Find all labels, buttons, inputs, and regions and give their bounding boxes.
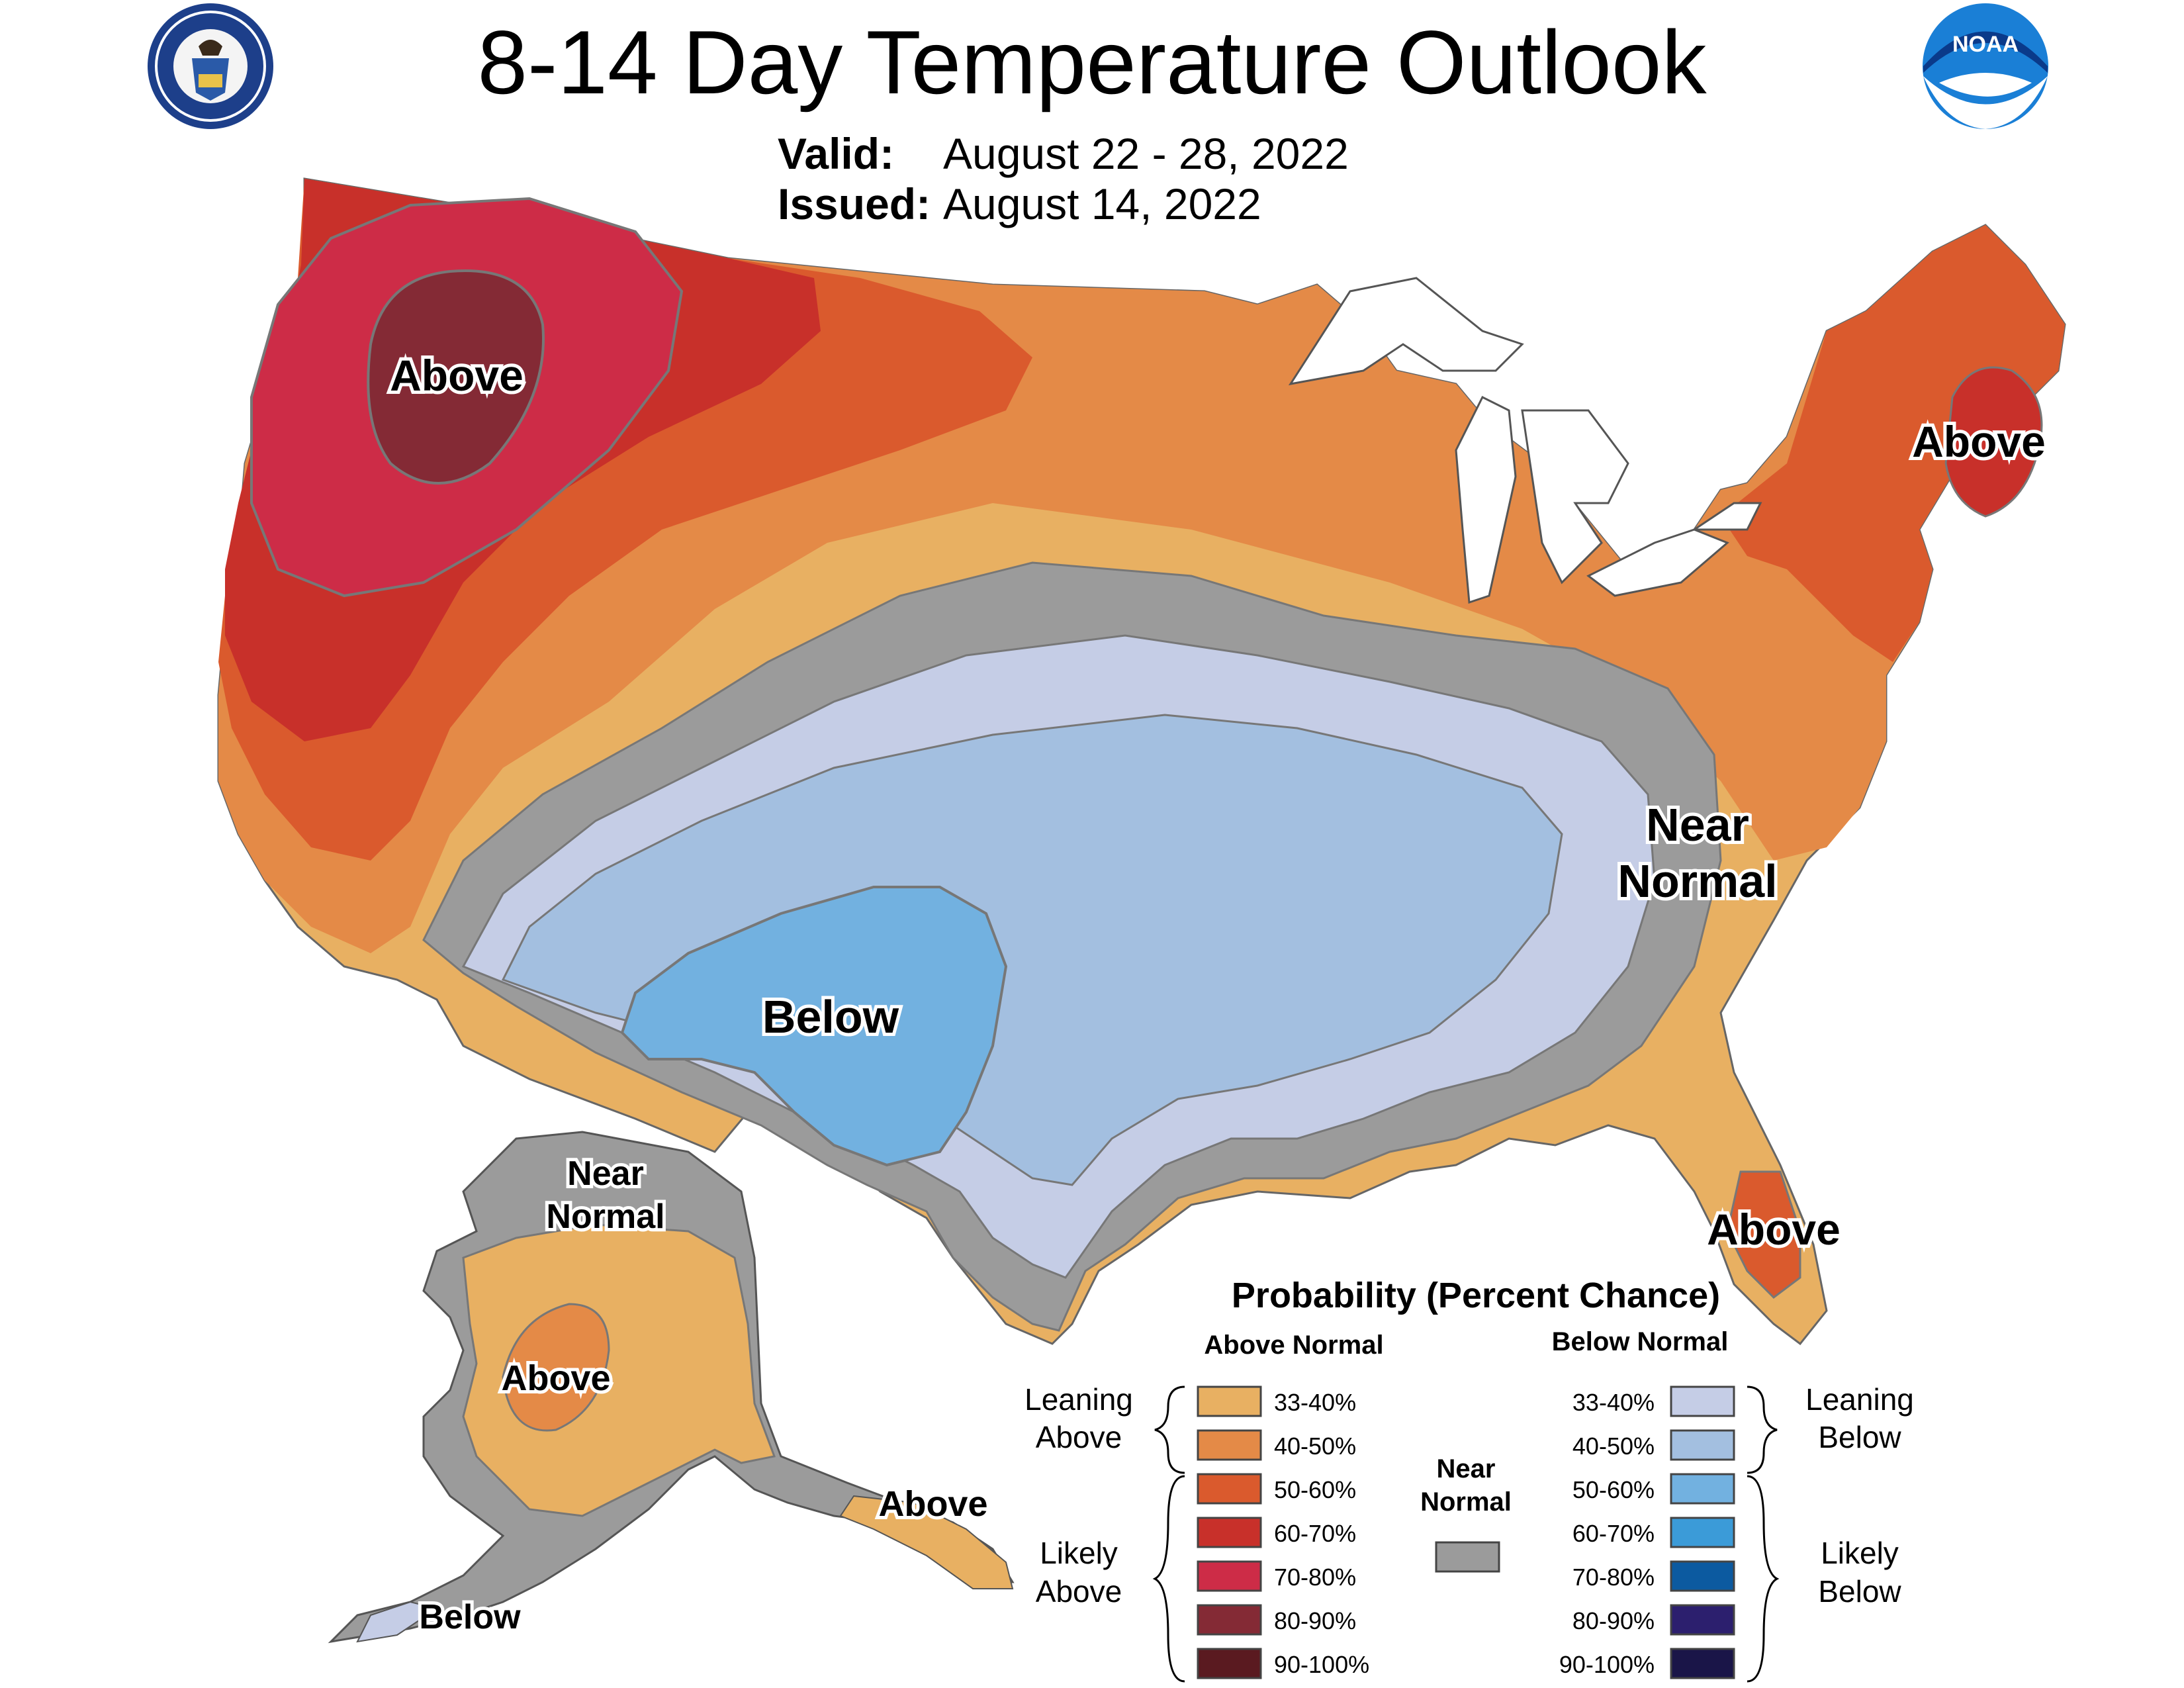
legend-swatch-below-3 (1670, 1517, 1735, 1548)
band-ne-50-60 (1721, 225, 2065, 662)
legend-leaning-above-1: Leaning (1024, 1382, 1133, 1417)
valid-label: Valid: (778, 129, 895, 178)
alaska-region (328, 1131, 1015, 1644)
valid-period: Valid: August 22 - 28, 2022 Issued: August… (778, 129, 1349, 230)
label-above-florida: Above (1707, 1205, 1841, 1254)
legend-swatch-below-2 (1670, 1473, 1735, 1505)
label-alaska-below: Below (419, 1598, 521, 1636)
bracket-leaning-above (1154, 1385, 1185, 1474)
legend-swatch-above-6 (1197, 1648, 1262, 1679)
label-near-normal-east-2: Normal (1617, 855, 1777, 907)
legend-label-below-6: 90-100% (1559, 1651, 1655, 1678)
noaa-logo-icon: NOAA (1923, 3, 2048, 129)
legend-label-below-1: 40-50% (1572, 1432, 1655, 1460)
legend: Probability (Percent Chance) Above Norma… (1024, 1276, 1914, 1683)
band-fl-50-60 (1726, 1170, 1801, 1299)
legend-near-normal-1: Near (1437, 1454, 1496, 1483)
legend-swatch-below-1 (1670, 1429, 1735, 1461)
legend-swatch-below-4 (1670, 1560, 1735, 1592)
noaa-logo-text: NOAA (1952, 32, 2019, 57)
legend-above-rows: 33-40% 40-50% 50-60% 60-70% 70-80% 80-90% 90-1… (1197, 1385, 1369, 1679)
legend-title: Probability (Percent Chance) (1232, 1276, 1720, 1315)
legend-label-above-3: 60-70% (1274, 1520, 1356, 1547)
legend-swatch-above-2 (1197, 1473, 1262, 1505)
valid-dates: August 22 - 28, 2022 (943, 129, 1349, 178)
legend-leaning-above-2: Above (1036, 1420, 1122, 1454)
page-title: 8-14 Day Temperature Outlook (477, 12, 1707, 113)
label-near-normal-east-1: Near (1646, 799, 1749, 851)
issued-label: Issued: (778, 179, 931, 228)
alaska-se-above (839, 1495, 1014, 1589)
legend-label-below-4: 70-80% (1572, 1564, 1655, 1591)
legend-label-above-4: 70-80% (1274, 1564, 1356, 1591)
legend-leaning-below-1: Leaning (1805, 1382, 1914, 1417)
band-80-90-nw (367, 269, 545, 485)
bracket-likely-below (1747, 1475, 1780, 1683)
legend-leaning-below-2: Below (1818, 1420, 1901, 1454)
legend-swatch-above-3 (1197, 1517, 1262, 1548)
conus-region (217, 177, 2066, 1346)
legend-below-header: Below Normal (1552, 1327, 1729, 1356)
legend-label-below-3: 60-70% (1572, 1520, 1655, 1547)
alaska-below-sliver (356, 1601, 439, 1643)
label-alaska-near-1: Near (567, 1154, 644, 1193)
legend-label-above-1: 40-50% (1274, 1432, 1356, 1460)
label-alaska-above-interior: Above (501, 1358, 610, 1398)
legend-swatch-above-4 (1197, 1560, 1262, 1592)
label-below-southwest: Below (762, 991, 899, 1043)
legend-label-above-2: 50-60% (1274, 1476, 1356, 1503)
alaska-above-33-40 (462, 1223, 776, 1517)
legend-above-header: Above Normal (1204, 1331, 1383, 1360)
legend-swatch-below-0 (1670, 1385, 1735, 1417)
legend-near-normal-swatch (1435, 1541, 1500, 1573)
legend-label-below-5: 80-90% (1572, 1607, 1655, 1634)
label-alaska-above-southeast: Above (878, 1484, 987, 1524)
doc-seal-icon (148, 3, 273, 129)
legend-label-above-5: 80-90% (1274, 1607, 1356, 1634)
bracket-likely-above (1152, 1475, 1185, 1683)
legend-likely-below-2: Below (1818, 1574, 1901, 1609)
great-lakes (1288, 277, 1762, 604)
legend-swatch-below-6 (1670, 1648, 1735, 1679)
legend-label-above-0: 33-40% (1274, 1389, 1356, 1416)
legend-label-below-0: 33-40% (1572, 1389, 1655, 1416)
legend-swatch-above-5 (1197, 1604, 1262, 1636)
band-below-50-60 (620, 886, 1008, 1167)
label-above-northwest: Above (390, 351, 523, 400)
legend-label-below-2: 50-60% (1572, 1476, 1655, 1503)
issued-date: August 14, 2022 (943, 179, 1261, 228)
legend-swatch-below-5 (1670, 1604, 1735, 1636)
legend-label-above-6: 90-100% (1274, 1651, 1369, 1678)
label-alaska-near-2: Normal (546, 1197, 664, 1236)
legend-likely-below-1: Likely (1821, 1536, 1899, 1570)
map-label-group: Above Above Above Below Near Normal Near… (387, 348, 2049, 1640)
legend-swatch-above-1 (1197, 1429, 1262, 1461)
legend-likely-above-2: Above (1036, 1574, 1122, 1609)
legend-swatch-above-0 (1197, 1385, 1262, 1417)
legend-below-rows: 33-40% 40-50% 50-60% 60-70% 70-80% 80-90% 90-1… (1559, 1385, 1735, 1679)
legend-likely-above-1: Likely (1040, 1536, 1118, 1570)
bracket-leaning-below (1747, 1385, 1778, 1474)
label-above-northeast: Above (1912, 417, 2046, 466)
legend-near-normal-2: Normal (1420, 1487, 1512, 1517)
band-ne-60-70 (1944, 366, 2043, 518)
alaska-above-40-50 (502, 1303, 610, 1432)
